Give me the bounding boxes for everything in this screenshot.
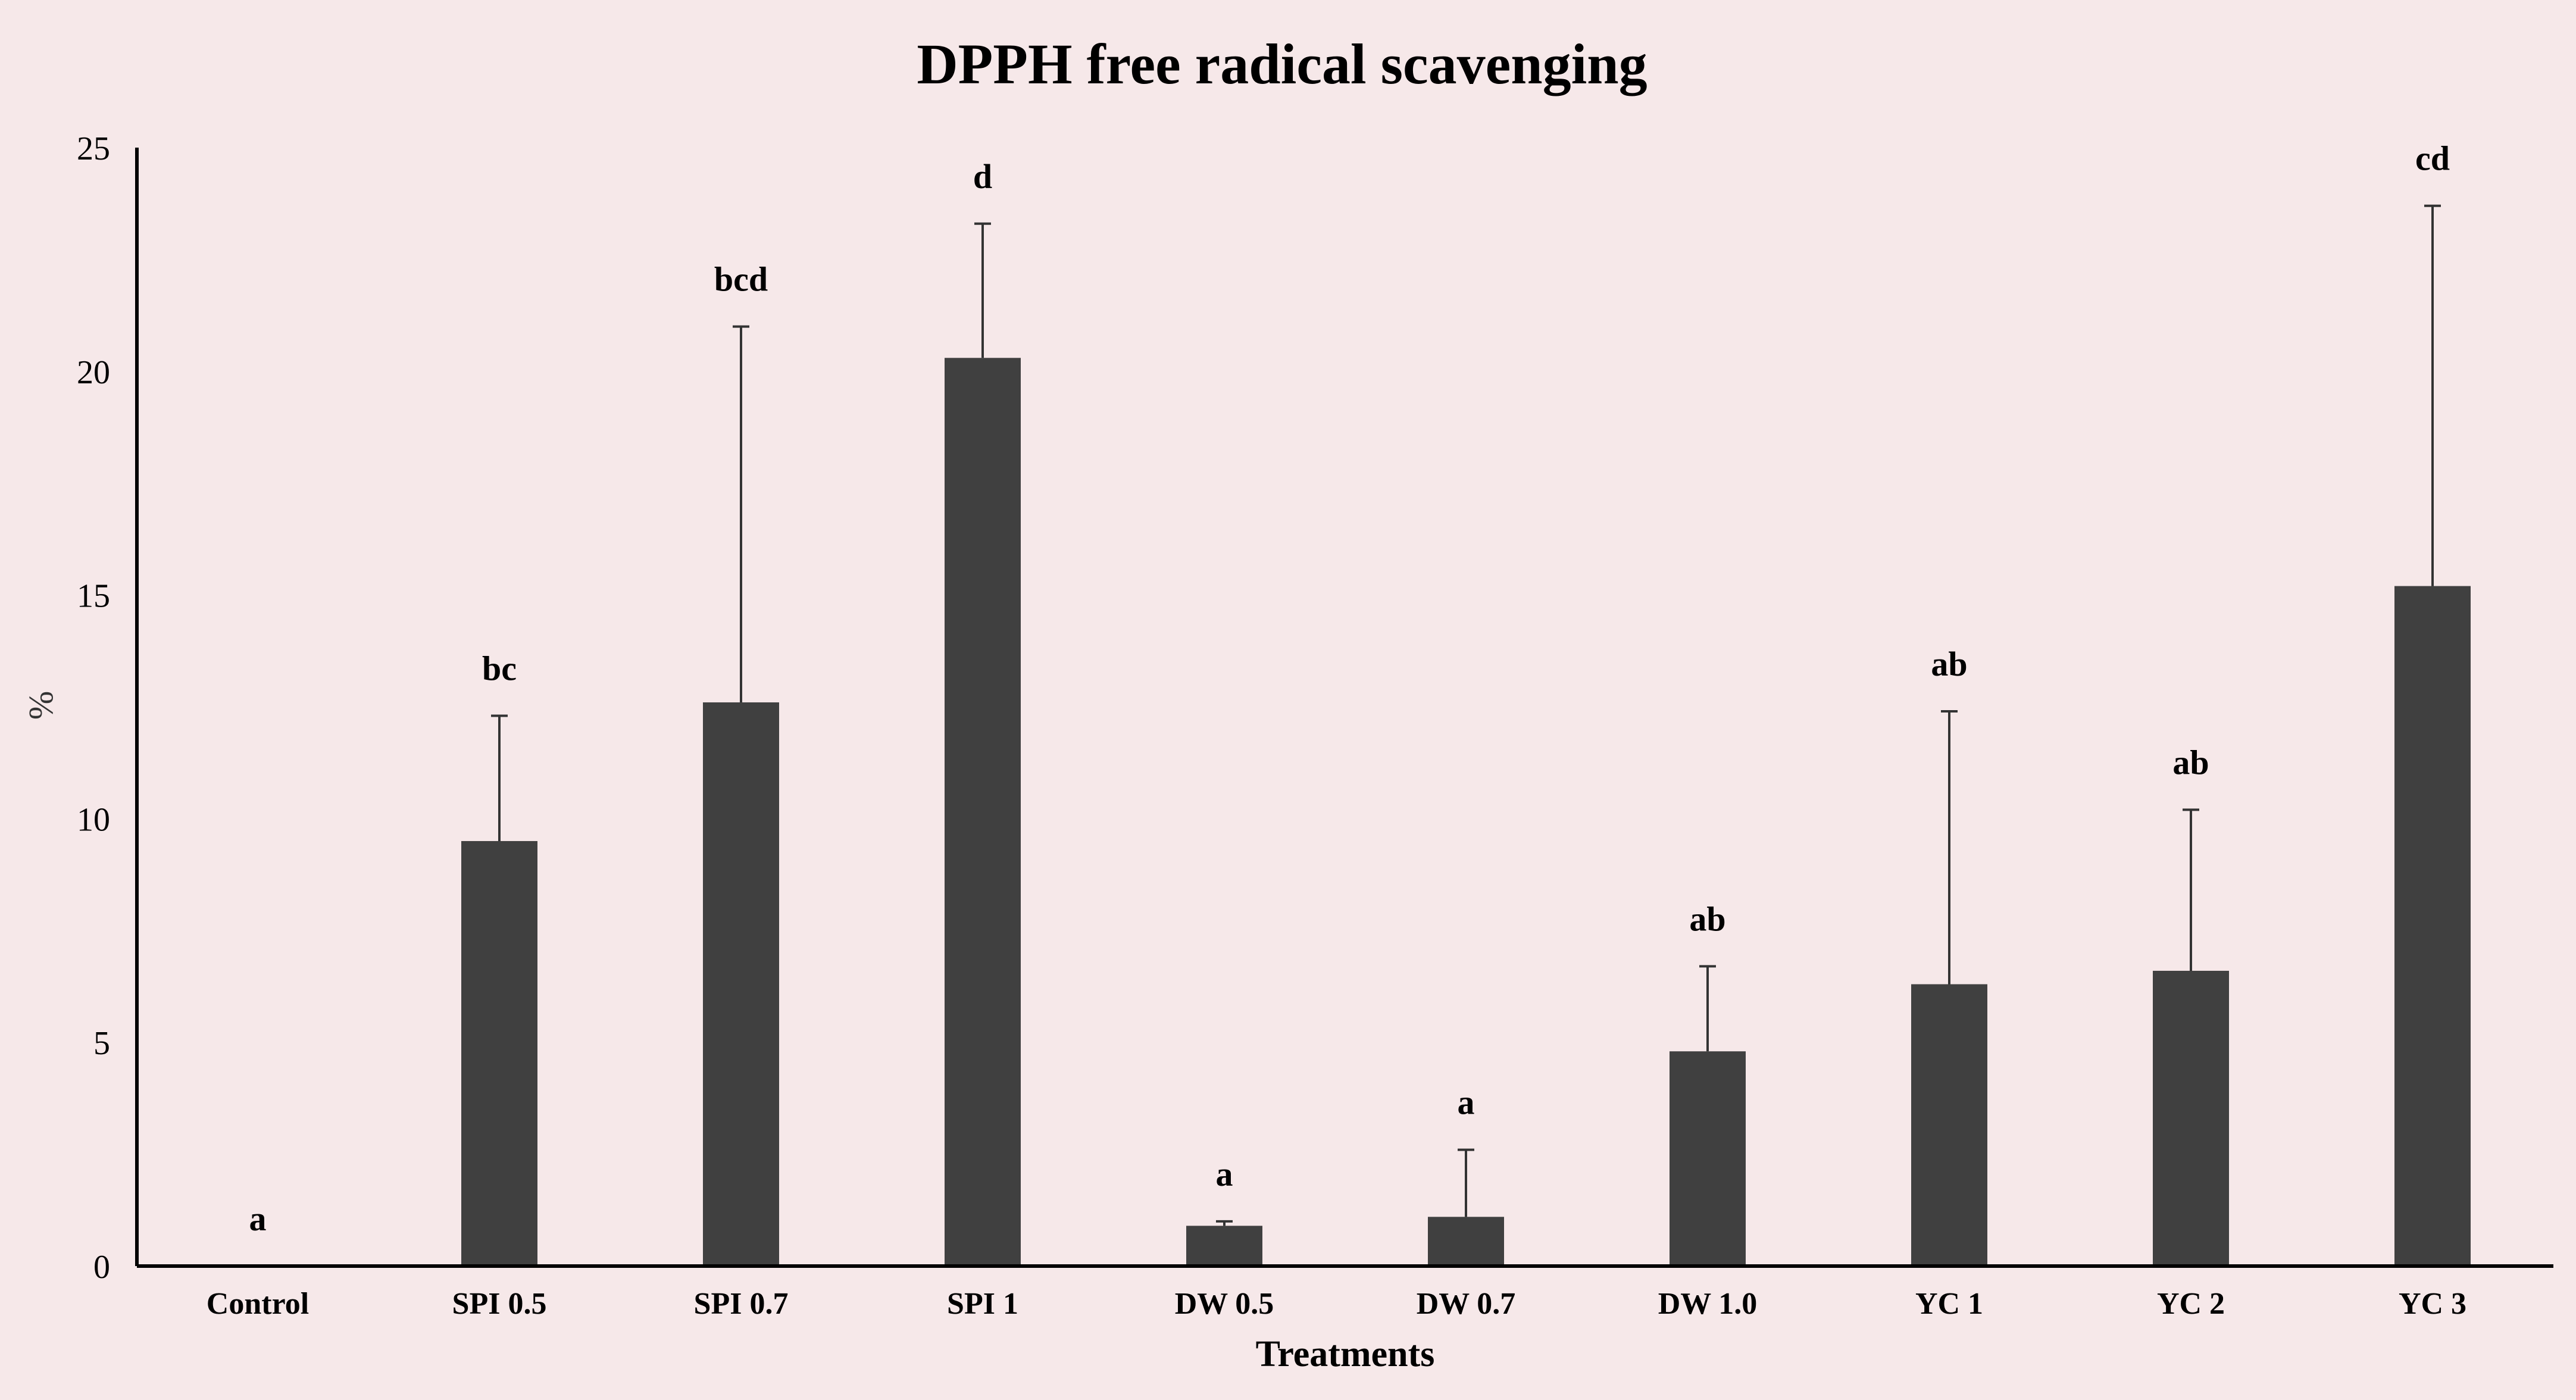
significance-letter: d (973, 157, 992, 196)
bar (1428, 1217, 1504, 1266)
y-axis-label: % (21, 691, 60, 720)
significance-letter: bc (482, 649, 517, 688)
y-tick-label: 25 (77, 130, 110, 167)
x-tick-label: SPI 1 (947, 1287, 1018, 1321)
significance-letter: a (249, 1199, 267, 1238)
error-bars-group (491, 204, 2441, 1226)
x-tick-label: SPI 0.7 (694, 1287, 789, 1321)
bar (1670, 1051, 1746, 1266)
y-tick-label: 5 (93, 1025, 110, 1062)
axes-group (135, 148, 2553, 1268)
bar (2153, 970, 2229, 1266)
y-axis: 0 5 10 15 20 25 (77, 130, 110, 1286)
bar (1186, 1226, 1262, 1266)
significance-letter: ab (1689, 899, 1725, 938)
bar (2394, 586, 2471, 1266)
x-axis-label: Treatments (1256, 1334, 1435, 1374)
x-tick-label: YC 1 (1915, 1287, 1983, 1321)
x-tick-label: Control (207, 1287, 309, 1321)
x-tick-label: SPI 0.5 (452, 1287, 547, 1321)
bar (703, 702, 779, 1266)
y-tick-label: 15 (77, 578, 110, 615)
bars-group (461, 358, 2471, 1267)
chart-title: DPPH free radical scavenging (917, 32, 1647, 96)
significance-letter: a (1216, 1155, 1233, 1193)
x-tick-labels-group: Control SPI 0.5 SPI 0.7 SPI 1 DW 0.5 DW 0.7 DW… (207, 1287, 2466, 1321)
x-tick-label: DW 0.7 (1417, 1287, 1516, 1321)
significance-letter: a (1458, 1083, 1475, 1122)
y-tick-label: 0 (93, 1249, 110, 1286)
bar (945, 358, 1021, 1267)
x-tick-label: DW 1.0 (1658, 1287, 1758, 1321)
bar (1911, 984, 1987, 1266)
significance-letter: ab (1931, 645, 1967, 683)
significance-letters-group: a bc bcd d a a ab ab ab cd (249, 139, 2450, 1238)
x-tick-label: DW 0.5 (1175, 1287, 1274, 1321)
significance-letter: ab (2172, 743, 2209, 782)
y-tick-label: 20 (77, 354, 110, 391)
bar (461, 840, 537, 1266)
x-tick-label: YC 2 (2157, 1287, 2225, 1321)
significance-letter: bcd (714, 260, 768, 299)
y-tick-label: 10 (77, 801, 110, 838)
significance-letter: cd (2415, 139, 2450, 178)
x-tick-label: YC 3 (2399, 1287, 2466, 1321)
